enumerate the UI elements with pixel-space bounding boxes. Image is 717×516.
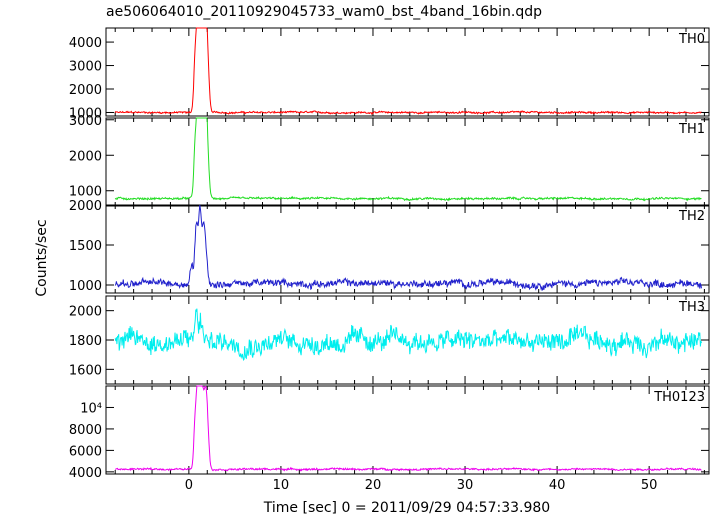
y-tick-label: 1000: [69, 106, 102, 121]
series-label: TH0: [678, 32, 705, 47]
panel-th1: 1000 2000 3000 TH1: [69, 114, 710, 207]
panel-frame: [105, 385, 710, 475]
y-tick-label: 1000: [69, 279, 102, 294]
x-tick-label: 50: [641, 478, 658, 493]
x-axis-label: Time [sec] 0 = 2011/09/29 04:57:33.980: [263, 500, 550, 516]
panel-frame: [105, 117, 710, 207]
panel-th0123: 4000 6000 8000 10⁴ TH0123: [69, 385, 710, 481]
y-tick-label: 4000: [69, 466, 102, 481]
y-tick-label: 3000: [69, 60, 102, 75]
panel-frame: [105, 204, 710, 294]
x-tick-label: 20: [365, 478, 382, 493]
series-line: [114, 27, 702, 116]
series-label: TH3: [678, 300, 705, 315]
y-tick-label: 6000: [69, 444, 102, 459]
series-line: [114, 204, 702, 291]
y-tick-label: 2000: [69, 83, 102, 98]
series-label: TH0123: [653, 390, 705, 405]
series-line: [114, 308, 702, 362]
panel-th0: 1000 2000 3000 4000 TH0: [69, 27, 710, 121]
panel-frame: [105, 27, 710, 117]
x-tick-label: 30: [457, 478, 474, 493]
x-tick-label: 0: [185, 478, 193, 493]
x-tick-label: 10: [273, 478, 290, 493]
y-tick-label: 2000: [69, 149, 102, 164]
series-label: TH1: [678, 122, 705, 137]
series-label: TH2: [678, 209, 705, 224]
y-tick-label: 3000: [69, 114, 102, 129]
panel-th2: 1000 1500 2000 TH2: [69, 199, 710, 294]
y-axis-label: Counts/sec: [34, 219, 50, 296]
y-tick-label: 2000: [69, 305, 102, 320]
series-line: [114, 117, 702, 202]
x-tick-label: 40: [549, 478, 566, 493]
y-tick-label: 10⁴: [80, 401, 102, 416]
y-tick-label: 1600: [69, 363, 102, 378]
y-tick-label: 1000: [69, 185, 102, 200]
series-line: [114, 385, 702, 472]
chart-title: ae506064010_20110929045733_wam0_bst_4ban…: [106, 4, 542, 20]
y-tick-label: 8000: [69, 423, 102, 438]
y-tick-label: 4000: [69, 36, 102, 51]
panel-th3: 1600 1800 2000 TH3: [69, 295, 710, 385]
y-tick-label: 2000: [69, 199, 102, 214]
y-tick-label: 1800: [69, 334, 102, 349]
y-tick-label: 1500: [69, 239, 102, 254]
